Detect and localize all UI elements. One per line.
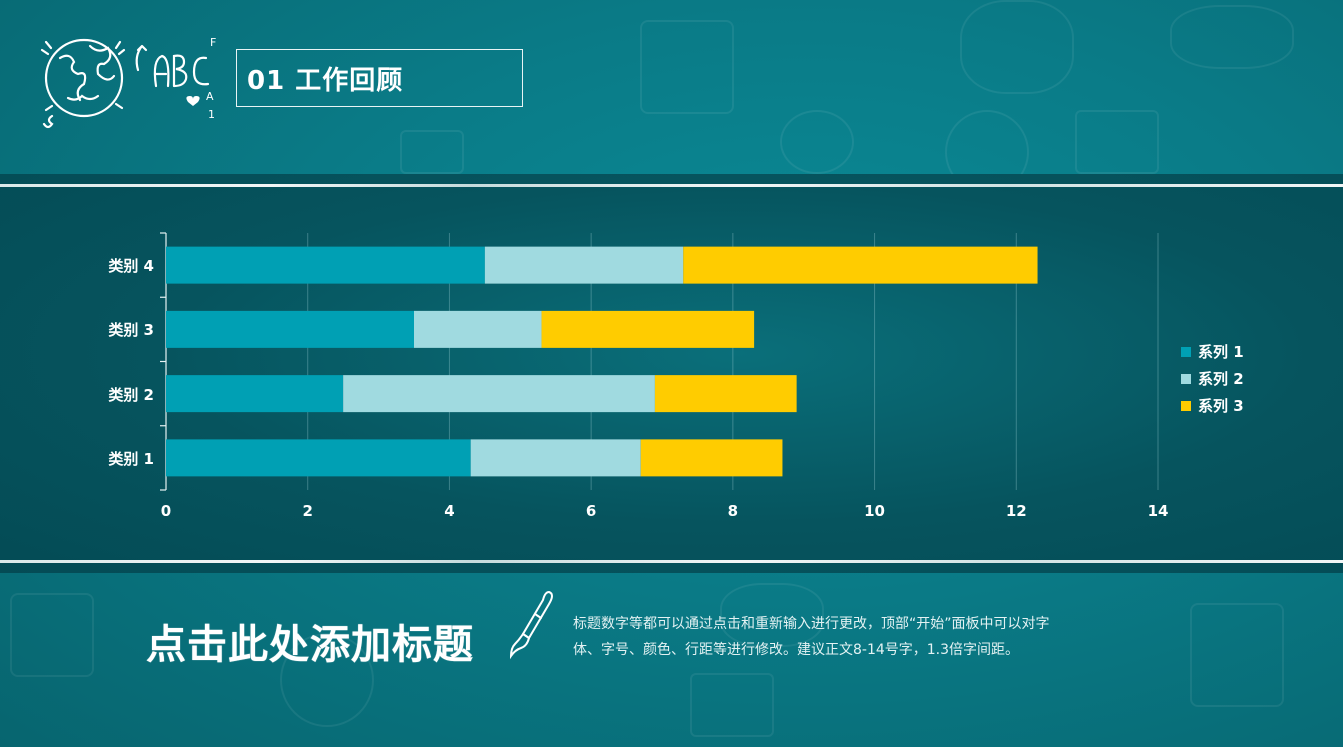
bar-1-category-4[interactable] bbox=[166, 246, 485, 284]
legend-item-series-3[interactable]: 系列 3 bbox=[1181, 392, 1244, 419]
bar-3-category-4[interactable] bbox=[683, 246, 1038, 284]
legend-item-series-1[interactable]: 系列 1 bbox=[1181, 338, 1244, 365]
svg-text:F: F bbox=[210, 36, 216, 49]
legend-swatch-icon bbox=[1181, 400, 1191, 411]
y-axis-label: 类别 1 bbox=[108, 449, 154, 468]
legend-item-series-2[interactable]: 系列 2 bbox=[1181, 365, 1244, 392]
bar-1-category-3[interactable] bbox=[166, 310, 414, 348]
x-axis-label: 10 bbox=[864, 502, 885, 520]
x-axis-label: 14 bbox=[1147, 502, 1169, 520]
legend-swatch-icon bbox=[1181, 373, 1191, 384]
x-axis-label: 6 bbox=[585, 502, 597, 520]
chalk-line-bottom bbox=[0, 560, 1343, 563]
x-axis-label: 12 bbox=[1005, 502, 1027, 520]
legend-label: 系列 2 bbox=[1198, 370, 1244, 388]
bar-2-category-1[interactable] bbox=[470, 439, 641, 477]
globe-abc-logo-icon: F A 1 bbox=[40, 36, 216, 129]
description-line-2: 体、字号、颜色、行距等进行修改。建议正文8-14号字，1.3倍字间距。 bbox=[573, 642, 1020, 658]
bar-1-category-2[interactable] bbox=[166, 375, 344, 413]
x-axis-label: 0 bbox=[160, 502, 172, 520]
x-axis-label: 2 bbox=[302, 502, 313, 520]
bar-3-category-2[interactable] bbox=[654, 375, 797, 413]
svg-text:1: 1 bbox=[208, 108, 215, 121]
description-text[interactable]: 标题数字等都可以通过点击和重新输入进行更改，顶部“开始”面板中可以对字 体、字号… bbox=[573, 611, 1173, 663]
x-axis-label: 4 bbox=[444, 502, 455, 520]
legend-swatch-icon bbox=[1181, 346, 1191, 357]
bar-2-category-2[interactable] bbox=[343, 375, 655, 413]
description-line-1: 标题数字等都可以通过点击和重新输入进行更改，顶部“开始”面板中可以对字 bbox=[573, 616, 1050, 632]
legend-label: 系列 3 bbox=[1198, 397, 1244, 415]
paintbrush-icon bbox=[509, 590, 553, 660]
bar-3-category-1[interactable] bbox=[640, 439, 783, 477]
chart-panel bbox=[0, 174, 1343, 573]
bar-1-category-1[interactable] bbox=[166, 439, 471, 477]
y-axis-label: 类别 3 bbox=[108, 321, 154, 340]
svg-text:A: A bbox=[206, 90, 214, 103]
chart-legend: 系列 1 系列 2 系列 3 bbox=[1181, 338, 1244, 419]
legend-label: 系列 1 bbox=[1198, 343, 1244, 361]
y-axis-label: 类别 2 bbox=[108, 385, 154, 404]
chalk-line-top bbox=[0, 184, 1343, 187]
bar-2-category-4[interactable] bbox=[484, 246, 684, 284]
x-axis-label: 8 bbox=[727, 502, 739, 520]
doodle-background-bottom bbox=[0, 573, 1343, 747]
click-to-add-title-heading[interactable]: 点击此处添加标题 bbox=[146, 622, 474, 668]
section-title: 01 工作回顾 bbox=[247, 65, 404, 96]
y-axis-label: 类别 4 bbox=[108, 257, 154, 276]
bar-3-category-3[interactable] bbox=[541, 310, 755, 348]
section-title-box[interactable]: 01 工作回顾 bbox=[236, 49, 523, 107]
bar-2-category-3[interactable] bbox=[414, 310, 542, 348]
